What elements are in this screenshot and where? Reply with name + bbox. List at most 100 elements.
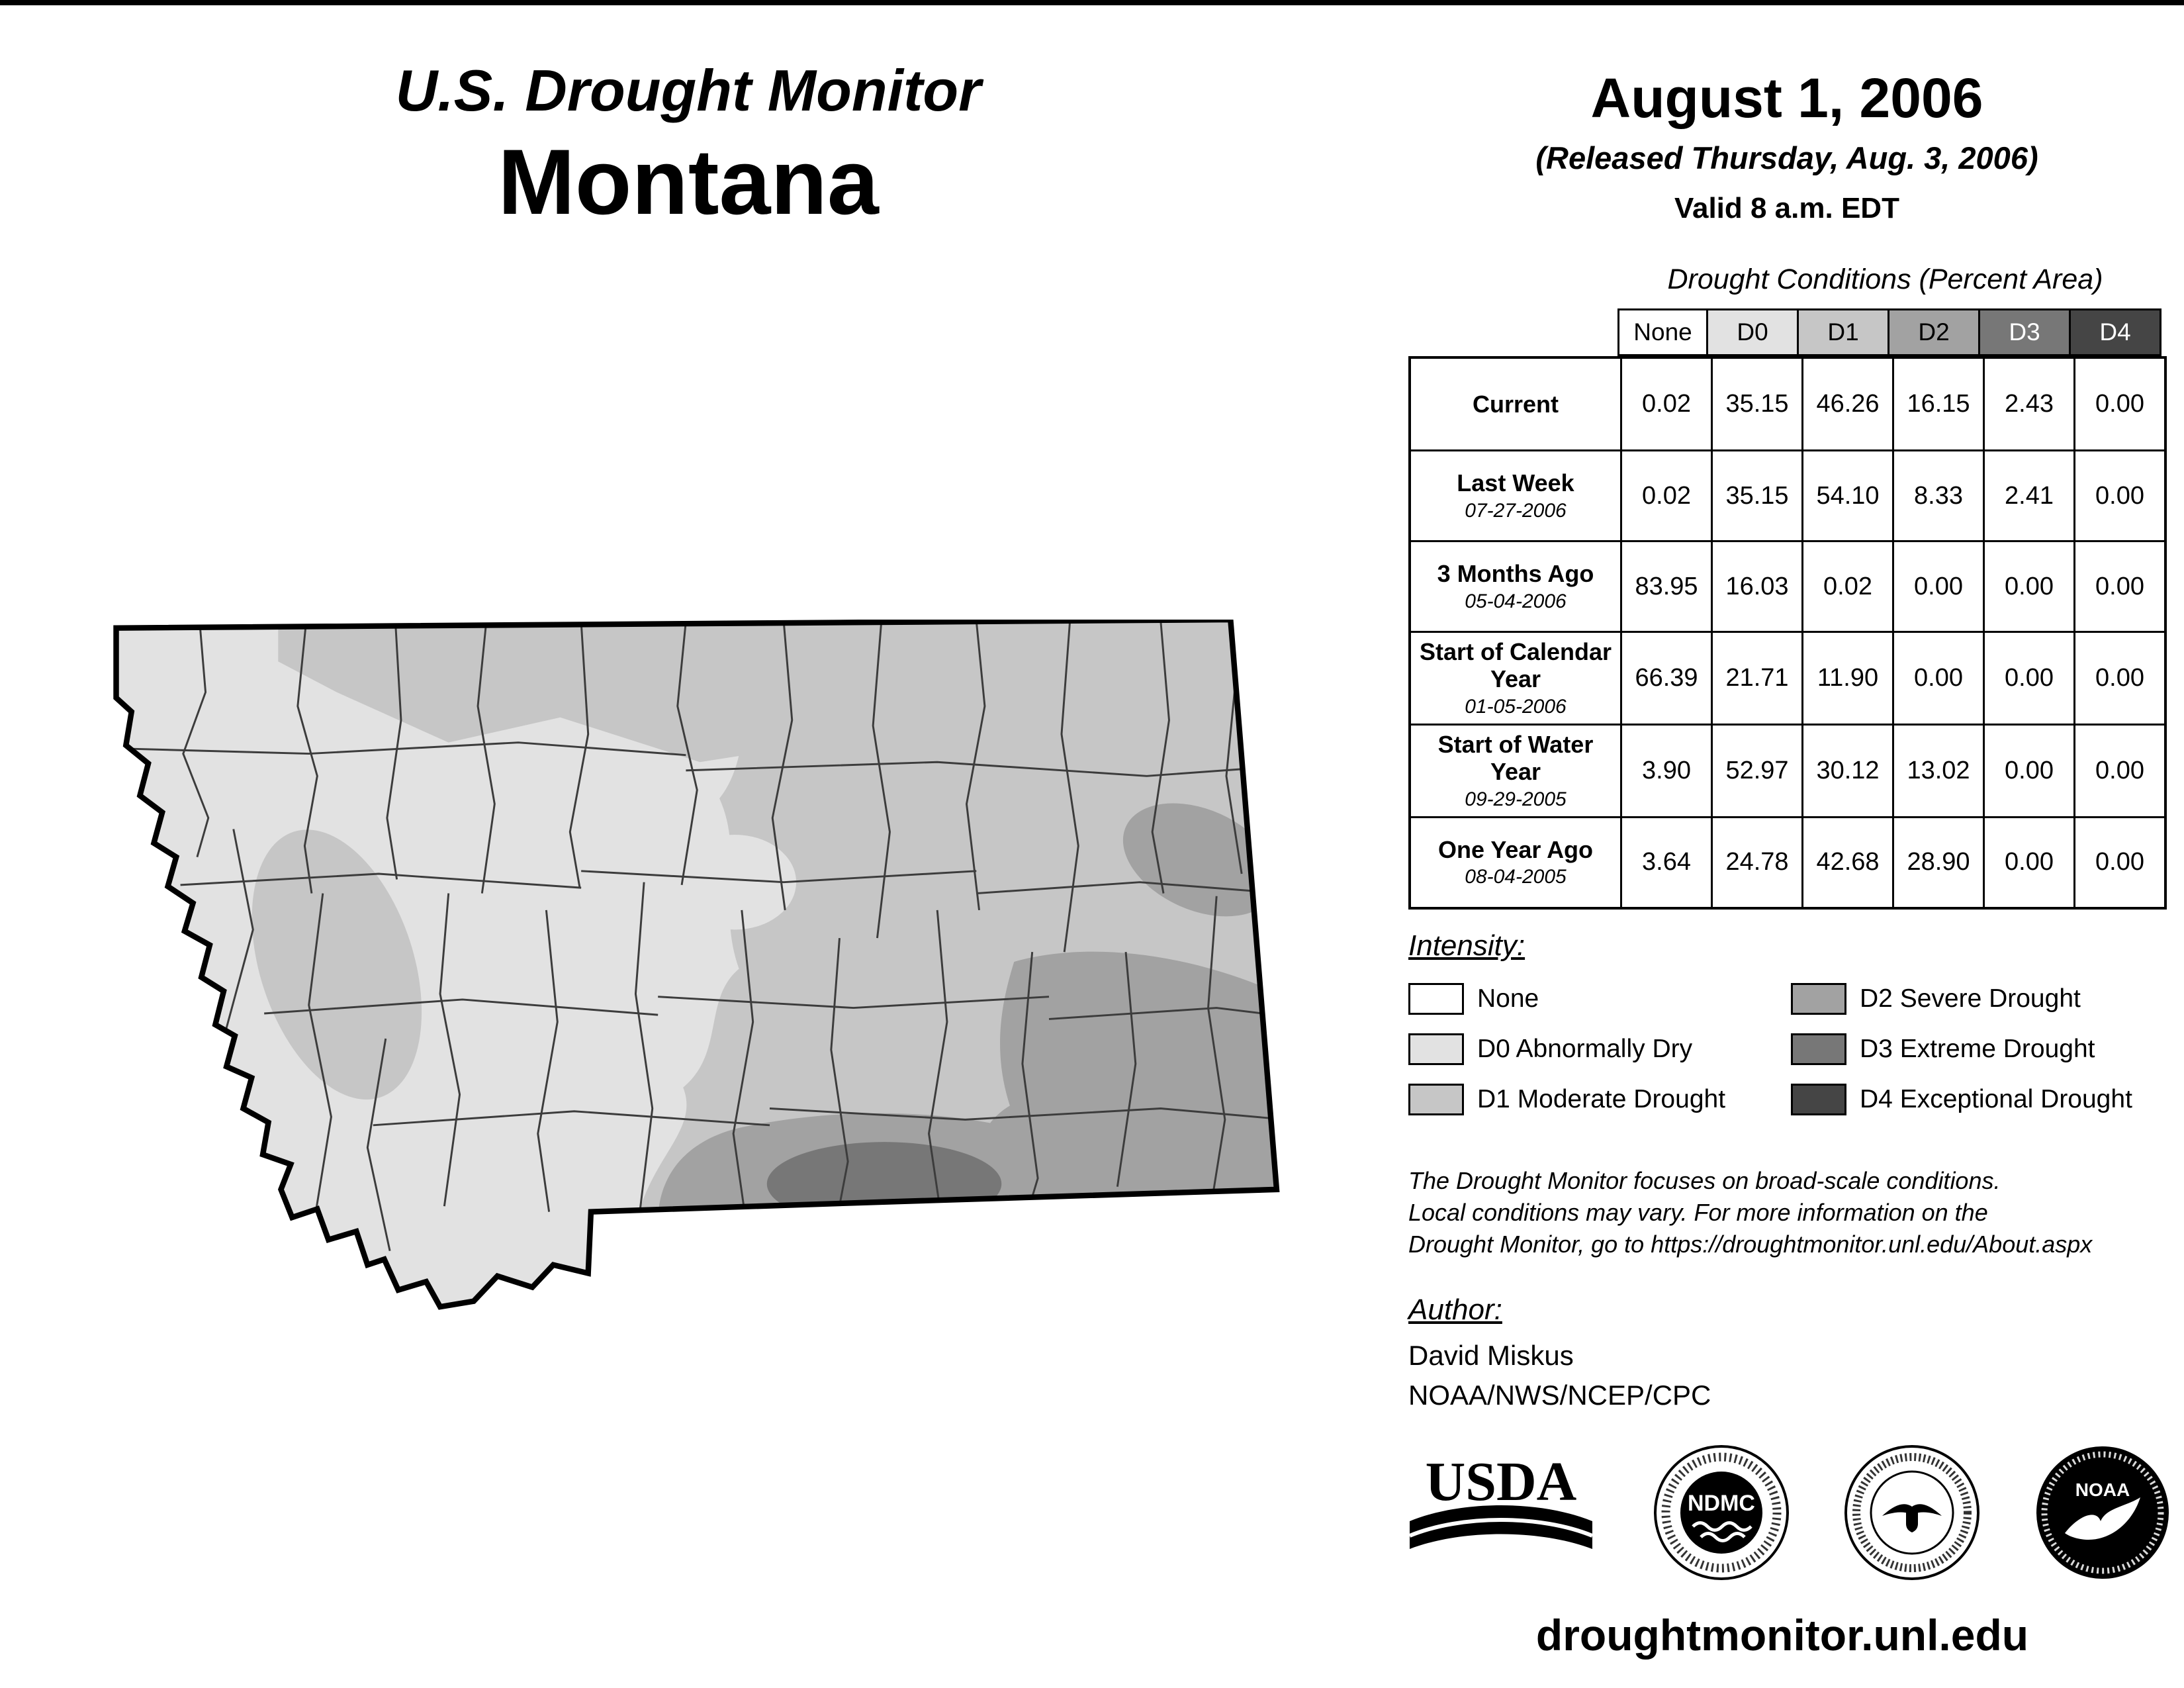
row-date: 07-27-2006 <box>1465 499 1567 522</box>
value-cell-d4: 0.00 <box>2073 631 2164 724</box>
montana-map <box>113 620 1280 1310</box>
row-label-cell: Current <box>1411 359 1620 449</box>
value-cell-d3: 0.00 <box>1983 816 2073 907</box>
value-cell-d1: 54.10 <box>1801 449 1892 540</box>
state-outline <box>113 620 1280 1310</box>
drought-region-d1-west <box>251 829 422 1100</box>
value-cell-d1: 30.12 <box>1801 723 1892 816</box>
row-label: Start of Calendar Year <box>1419 638 1612 693</box>
value-cell-none: 0.02 <box>1620 359 1711 449</box>
value-cell-d2: 0.00 <box>1892 540 1983 631</box>
legend-swatch-d3 <box>1791 1033 1846 1065</box>
usda-logo-icon: USDA <box>1408 1451 1594 1549</box>
legend-item-d4: D4 Exceptional Drought <box>1791 1083 2173 1116</box>
legend-label: D0 Abnormally Dry <box>1477 1035 1693 1063</box>
value-cell-none: 0.02 <box>1620 449 1711 540</box>
column-header-d2: D2 <box>1889 308 1980 356</box>
row-date: 05-04-2006 <box>1465 590 1567 612</box>
legend-column: None D0 Abnormally Dry D1 Moderate Drought <box>1408 982 1791 1133</box>
value-cell-d1: 11.90 <box>1801 631 1892 724</box>
author-name: David Miskus <box>1408 1340 1574 1371</box>
column-header-none: None <box>1617 308 1708 356</box>
value-cell-d2: 0.00 <box>1892 631 1983 724</box>
row-date: 09-29-2005 <box>1465 788 1567 810</box>
value-cell-d1: 42.68 <box>1801 816 1892 907</box>
value-cell-d0: 16.03 <box>1711 540 1801 631</box>
left-header: U.S. Drought Monitor Montana <box>172 57 1205 236</box>
value-cell-d3: 0.00 <box>1983 631 2073 724</box>
value-cell-none: 3.64 <box>1620 816 1711 907</box>
legend-swatch-d0 <box>1408 1033 1464 1065</box>
value-cell-d3: 0.00 <box>1983 540 2073 631</box>
column-header-d3: D3 <box>1980 308 2071 356</box>
legend-label: D1 Moderate Drought <box>1477 1085 1726 1113</box>
ndmc-logo-icon: NDMC <box>1654 1445 1789 1580</box>
value-cell-d0: 35.15 <box>1711 449 1801 540</box>
value-cell-d4: 0.00 <box>2073 816 2164 907</box>
logo-row: USDA NDMC NOAA <box>1402 1443 2172 1582</box>
right-header: August 1, 2006 (Released Thursday, Aug. … <box>1423 66 2151 225</box>
value-cell-none: 3.90 <box>1620 723 1711 816</box>
legend-label: D2 Severe Drought <box>1860 984 2081 1013</box>
noaa-logo-icon: NOAA <box>2036 1446 2169 1579</box>
row-label-cell: One Year Ago 08-04-2005 <box>1411 816 1620 907</box>
value-cell-d4: 0.00 <box>2073 540 2164 631</box>
commerce-seal-icon <box>1844 1445 1979 1580</box>
table-body: Current 0.02 35.15 46.26 16.15 2.43 0.00 Last W… <box>1408 356 2167 910</box>
value-cell-d2: 16.15 <box>1892 359 1983 449</box>
value-cell-d0: 35.15 <box>1711 359 1801 449</box>
column-header-d1: D1 <box>1799 308 1889 356</box>
value-cell-d4: 0.00 <box>2073 359 2164 449</box>
value-cell-d1: 0.02 <box>1801 540 1892 631</box>
legend-label: D4 Exceptional Drought <box>1860 1085 2132 1113</box>
drought-conditions-table: None D0 D1 D2 D3 D4 Current 0.02 35.15 46.26 16.1… <box>1408 308 2167 910</box>
author-org: NOAA/NWS/NCEP/CPC <box>1408 1380 1711 1411</box>
county-boundaries <box>116 620 1277 1252</box>
value-cell-none: 66.39 <box>1620 631 1711 724</box>
legend-swatch-d2 <box>1791 983 1846 1015</box>
legend-swatch-d4 <box>1791 1084 1846 1115</box>
row-date: 08-04-2005 <box>1465 866 1567 888</box>
column-header-d0: D0 <box>1708 308 1799 356</box>
legend-item-d0: D0 Abnormally Dry <box>1408 1033 1791 1066</box>
value-cell-d4: 0.00 <box>2073 723 2164 816</box>
legend-item-none: None <box>1408 982 1791 1015</box>
row-label-cell: Start of Calendar Year 01-05-2006 <box>1411 631 1620 724</box>
row-label: Last Week <box>1457 469 1574 497</box>
value-cell-d4: 0.00 <box>2073 449 2164 540</box>
drought-region-d0-central-light <box>673 834 797 930</box>
noaa-logo-text: NOAA <box>2075 1479 2130 1500</box>
footer-url: droughtmonitor.unl.edu <box>1535 1611 2029 1660</box>
usda-logo-text: USDA <box>1426 1451 1577 1513</box>
row-date: 01-05-2006 <box>1465 695 1567 718</box>
value-cell-d1: 46.26 <box>1801 359 1892 449</box>
legend-item-d2: D2 Severe Drought <box>1791 982 2173 1015</box>
intensity-title: Intensity: <box>1408 929 1525 962</box>
value-cell-d2: 13.02 <box>1892 723 1983 816</box>
author-block: Author: David Miskus NOAA/NWS/NCEP/CPC <box>1408 1293 1711 1411</box>
row-label-cell: 3 Months Ago 05-04-2006 <box>1411 540 1620 631</box>
table-title: Drought Conditions (Percent Area) <box>1667 263 2103 295</box>
value-cell-d0: 24.78 <box>1711 816 1801 907</box>
value-cell-d3: 2.43 <box>1983 359 2073 449</box>
legend-swatch-none <box>1408 983 1464 1015</box>
value-cell-d0: 52.97 <box>1711 723 1801 816</box>
drought-region-d3-southcentral <box>766 1142 1002 1226</box>
note-line-1: The Drought Monitor focuses on broad-sca… <box>1408 1167 2001 1194</box>
table-header-row: None D0 D1 D2 D3 D4 <box>1617 308 2167 356</box>
legend-swatch-d1 <box>1408 1084 1464 1115</box>
region-title: Montana <box>498 130 879 234</box>
legend-item-d3: D3 Extreme Drought <box>1791 1033 2173 1066</box>
note-line-3: Drought Monitor, go to https://droughtmo… <box>1408 1231 2093 1258</box>
column-header-d4: D4 <box>2071 308 2161 356</box>
value-cell-d2: 8.33 <box>1892 449 1983 540</box>
author-title: Author: <box>1408 1293 1502 1326</box>
product-title: U.S. Drought Monitor <box>395 58 981 123</box>
row-label-cell: Start of Water Year 09-29-2005 <box>1411 723 1620 816</box>
value-cell-d3: 0.00 <box>1983 723 2073 816</box>
legend-columns: None D0 Abnormally Dry D1 Moderate Drought… <box>1408 982 2173 1133</box>
drought-region-d2-eastcentral <box>1122 803 1277 917</box>
intensity-legend: Intensity: None D0 Abnormally Dry D1 Moder… <box>1408 929 2173 1133</box>
value-cell-none: 83.95 <box>1620 540 1711 631</box>
